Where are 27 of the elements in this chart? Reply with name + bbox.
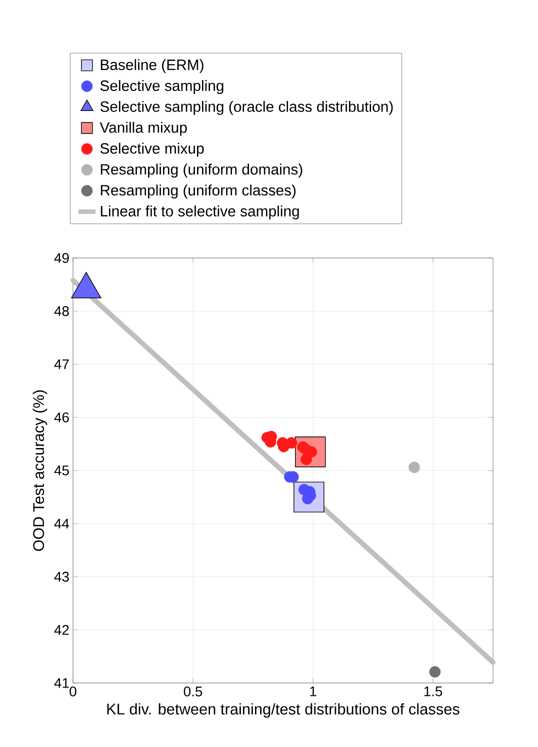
x-tick-label: 1.5 bbox=[424, 686, 442, 696]
y-tick-label: 48 bbox=[54, 306, 69, 316]
legend-label: Linear fit to selective sampling bbox=[100, 205, 299, 220]
legend-label: Resampling (uniform domains) bbox=[100, 164, 302, 178]
point bbox=[408, 462, 420, 474]
x-axis-title: KL div. between training/test distributions of classes bbox=[107, 703, 460, 718]
y-tick-label: 43 bbox=[54, 572, 69, 582]
y-tick-label: 42 bbox=[54, 624, 69, 635]
legend-label: Baseline (ERM) bbox=[100, 59, 204, 74]
legend-label: Resampling (uniform classes) bbox=[100, 184, 296, 198]
legend-label: Selective sampling (oracle class distribution) bbox=[100, 100, 393, 115]
y-tick-label: 41 bbox=[54, 678, 69, 688]
point bbox=[286, 437, 298, 449]
legend-label: Vanilla mixup bbox=[100, 122, 187, 136]
x-tick-label: 0 bbox=[70, 686, 76, 696]
legend-label: Selective sampling bbox=[100, 80, 224, 94]
legend-label: Selective mixup bbox=[100, 142, 204, 157]
y-tick-label: 45 bbox=[54, 466, 69, 476]
point bbox=[300, 454, 312, 466]
x-tick-label: 1 bbox=[310, 686, 316, 696]
x-tick-label: 0.5 bbox=[184, 686, 202, 696]
y-tick-label: 46 bbox=[54, 412, 69, 422]
y-tick-label: 47 bbox=[54, 359, 69, 370]
point bbox=[429, 666, 441, 678]
y-tick-label: 49 bbox=[54, 253, 69, 263]
y-axis-title: OOD Test accuracy (%) bbox=[32, 390, 48, 551]
y-tick-label: 44 bbox=[54, 518, 70, 528]
